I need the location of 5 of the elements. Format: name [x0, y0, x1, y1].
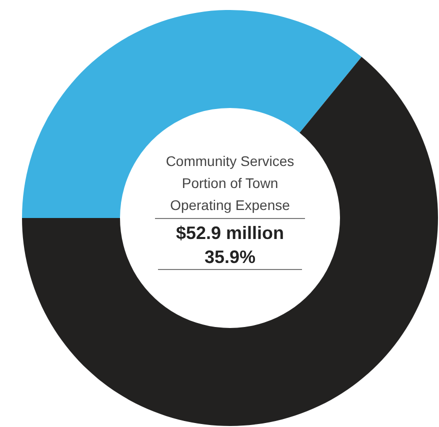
donut-slice: [22, 56, 438, 426]
text: Community Services Portion of Town Operating Expense: [155, 150, 305, 219]
text: 35.9%: [203, 246, 257, 269]
text: $52.9 million: [174, 222, 286, 245]
donut-slice: [22, 10, 362, 218]
